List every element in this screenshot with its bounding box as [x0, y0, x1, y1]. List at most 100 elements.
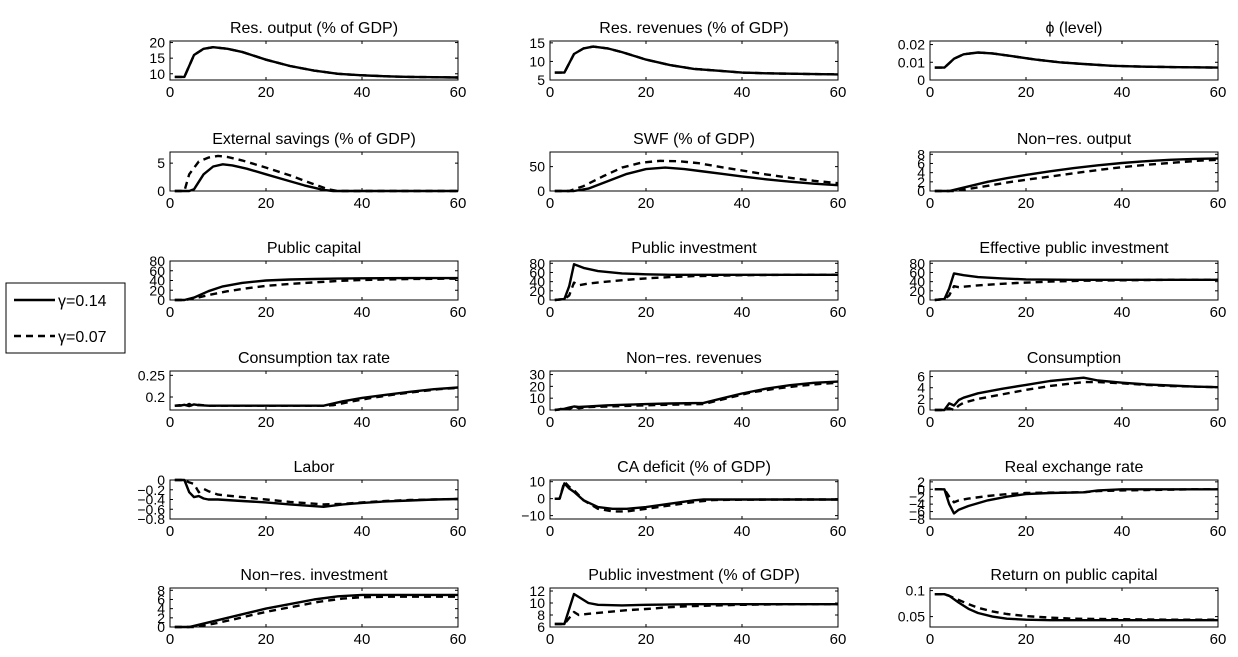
x-tick-label: 60 — [830, 195, 847, 212]
y-tick-label: 60 — [149, 263, 165, 279]
panel-title: Non−res. revenues — [626, 350, 762, 367]
series-line-solid — [174, 276, 458, 302]
y-tick-label: 2 — [917, 174, 925, 190]
x-tick-label: 20 — [638, 523, 655, 540]
y-tick-label: 8 — [157, 582, 165, 598]
axes-frame — [549, 587, 839, 628]
panel-title: Non−res. output — [1017, 131, 1132, 148]
panel-title: ϕ (level) — [1046, 20, 1103, 37]
x-tick-label: 0 — [166, 195, 174, 212]
y-tick-label: 60 — [529, 264, 545, 280]
series-line-dashed — [554, 45, 839, 76]
y-tick-label: 4 — [157, 601, 165, 617]
series-line-solid — [174, 386, 459, 408]
x-tick-label: 60 — [1210, 304, 1227, 321]
x-tick-label: 20 — [258, 84, 275, 101]
y-tick-label: 10 — [529, 53, 545, 69]
x-tick-label: 40 — [734, 195, 751, 212]
y-tick-label: 5 — [157, 155, 165, 171]
legend-box — [5, 282, 126, 354]
x-tick-label: 40 — [354, 84, 371, 101]
x-tick-label: 60 — [450, 304, 467, 321]
axes-frame — [169, 370, 459, 411]
y-tick-label: 0 — [917, 402, 925, 418]
panel-title: Real exchange rate — [1005, 459, 1144, 476]
y-tick-label: 80 — [909, 255, 925, 271]
x-tick-label: 60 — [1210, 195, 1227, 212]
x-tick-label: 0 — [926, 414, 934, 431]
x-tick-label: 60 — [830, 523, 847, 540]
y-tick-label: 0 — [537, 491, 545, 507]
panel-title: External savings (% of GDP) — [212, 131, 416, 148]
x-tick-label: 20 — [258, 195, 275, 212]
axes-frame — [929, 479, 1219, 520]
panel-title: Public capital — [267, 240, 361, 257]
x-tick-label: 0 — [166, 414, 174, 431]
x-tick-label: 40 — [1114, 304, 1131, 321]
y-tick-label: 10 — [529, 595, 545, 611]
series-line-solid — [554, 380, 839, 412]
panel-title: Res. revenues (% of GDP) — [599, 20, 788, 37]
y-tick-label: 0 — [537, 402, 545, 418]
axes-frame — [929, 151, 1219, 192]
y-tick-label: 0 — [917, 72, 925, 88]
x-tick-label: 60 — [450, 195, 467, 212]
y-tick-label: 6 — [917, 369, 925, 385]
y-tick-label: 0.05 — [898, 609, 925, 625]
x-tick-label: 60 — [1210, 414, 1227, 431]
y-tick-label: 10 — [529, 390, 545, 406]
series-line-solid — [934, 157, 1219, 193]
y-tick-label: 15 — [149, 50, 165, 66]
series-line-solid — [174, 163, 458, 193]
x-tick-label: 60 — [830, 414, 847, 431]
x-tick-label: 20 — [1018, 631, 1035, 648]
series-line-solid — [174, 478, 459, 508]
series-line-dashed — [174, 595, 458, 629]
y-tick-label: 5 — [537, 72, 545, 88]
series-line-dashed — [934, 51, 1219, 69]
y-tick-label: 50 — [529, 159, 545, 175]
legend-label-dashed: γ=0.07 — [58, 329, 107, 346]
y-tick-label: 0 — [917, 481, 925, 497]
x-tick-label: 60 — [1210, 523, 1227, 540]
panel-consumption-tax-rate: Consumption tax rate 0 20 40 60 0.2 0.25 — [138, 350, 467, 431]
panel-title: Res. output (% of GDP) — [230, 20, 398, 37]
series-line-dashed — [934, 593, 1218, 621]
x-tick-label: 0 — [926, 631, 934, 648]
y-tick-label: −2 — [909, 489, 925, 505]
panel-title: Effective public investment — [979, 240, 1169, 257]
y-tick-label: 20 — [909, 283, 925, 299]
x-tick-label: 60 — [830, 84, 847, 101]
y-tick-label: −0.8 — [137, 511, 165, 527]
y-tick-label: −8 — [909, 511, 925, 527]
y-tick-label: 20 — [149, 282, 165, 298]
axes-frame — [169, 40, 459, 81]
x-tick-label: 40 — [354, 195, 371, 212]
y-tick-label: 10 — [149, 66, 165, 82]
x-tick-label: 60 — [1210, 84, 1227, 101]
x-tick-label: 40 — [1114, 84, 1131, 101]
y-tick-label: 2 — [157, 610, 165, 626]
series-line-dashed — [554, 480, 838, 513]
y-tick-label: 60 — [909, 264, 925, 280]
x-tick-label: 0 — [926, 304, 934, 321]
y-tick-label: 2 — [917, 474, 925, 490]
series-line-dashed — [174, 154, 458, 193]
x-tick-label: 0 — [546, 523, 554, 540]
x-tick-label: 20 — [1018, 304, 1035, 321]
panel-title: CA deficit (% of GDP) — [617, 459, 771, 476]
y-tick-label: 0 — [537, 183, 545, 199]
x-tick-label: 20 — [638, 84, 655, 101]
y-tick-label: 0 — [917, 292, 925, 308]
y-tick-label: 0 — [157, 183, 165, 199]
x-tick-label: 40 — [1114, 523, 1131, 540]
series-line-dashed — [934, 158, 1219, 193]
x-tick-label: 0 — [546, 304, 554, 321]
series-line-solid — [934, 272, 1218, 302]
y-tick-label: 0.1 — [906, 583, 926, 599]
